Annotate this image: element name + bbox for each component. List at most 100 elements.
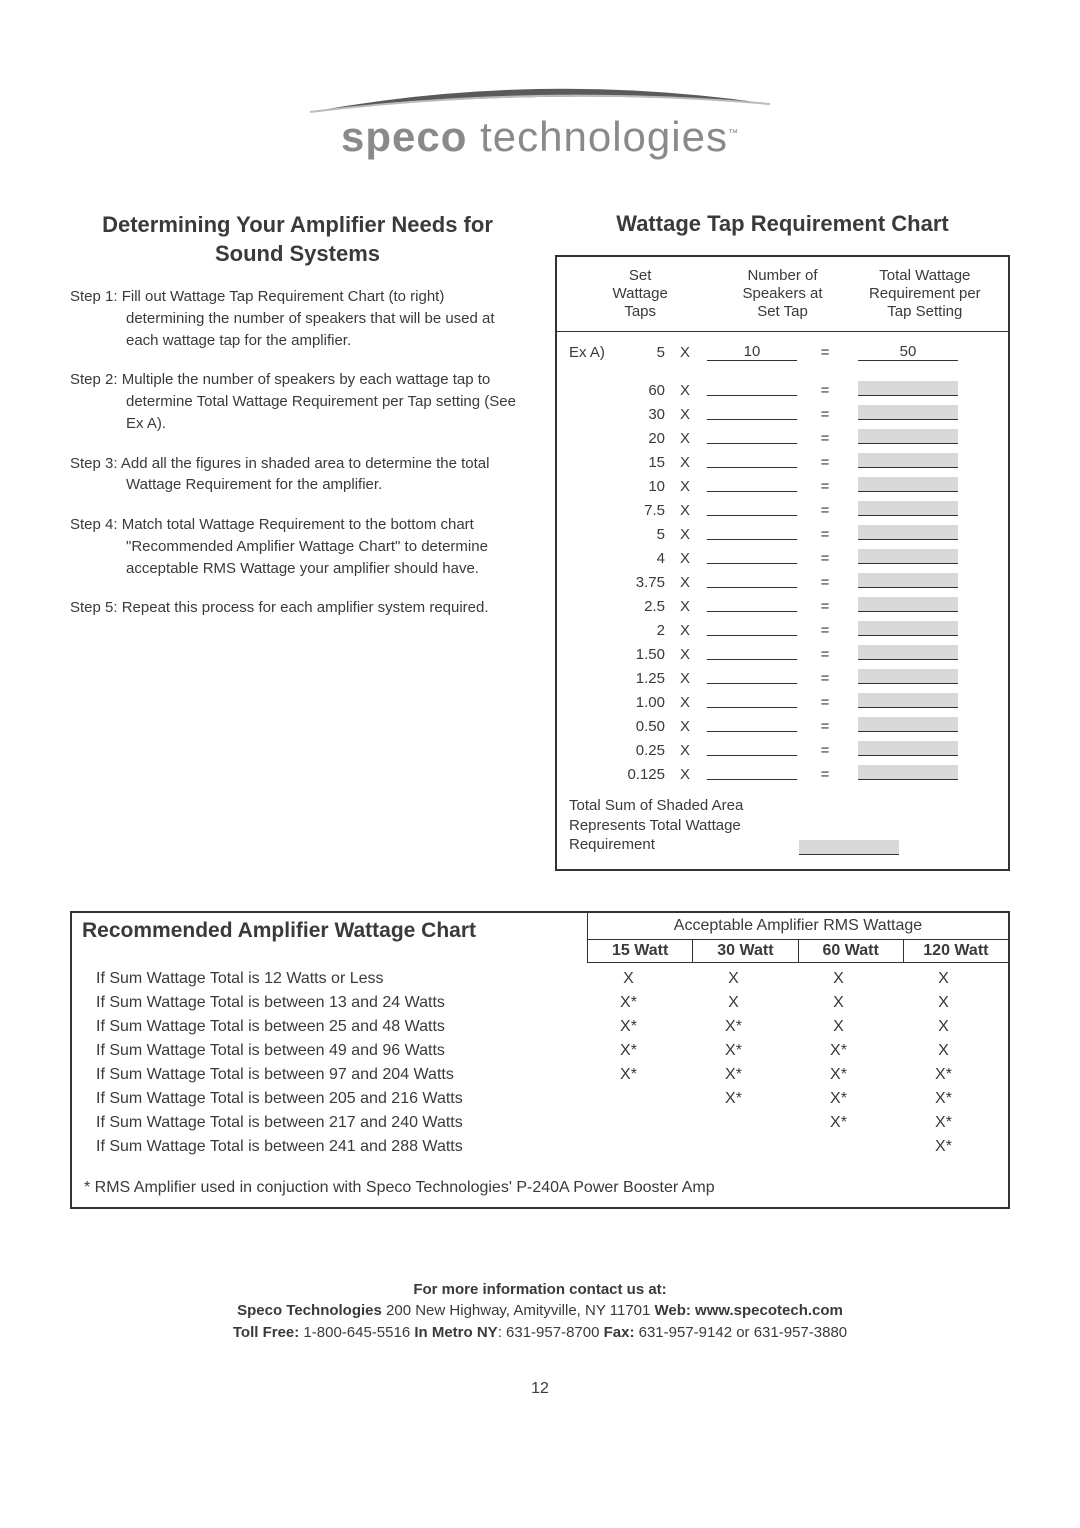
total-field[interactable] <box>858 693 958 708</box>
rec-row: If Sum Wattage Total is between 217 and … <box>84 1111 996 1135</box>
speakers-field[interactable] <box>707 645 797 660</box>
step-2: Step 2: Multiple the number of speakers … <box>70 369 525 434</box>
speakers-field[interactable] <box>707 621 797 636</box>
rec-row: If Sum Wattage Total is between 13 and 2… <box>84 991 996 1015</box>
rec-chart-title: Recommended Amplifier Wattage Chart <box>82 919 577 943</box>
tollfree-label: Toll Free: <box>233 1324 304 1341</box>
speakers-field[interactable] <box>707 429 797 444</box>
rec-row: If Sum Wattage Total is between 241 and … <box>84 1135 996 1159</box>
logo-text: speco technologies™ <box>70 113 1010 161</box>
total-field[interactable] <box>858 597 958 612</box>
fax-label: Fax: <box>604 1324 639 1341</box>
instructions-title: Determining Your Amplifier Needs for Sou… <box>70 211 525 268</box>
total-field[interactable] <box>858 405 958 420</box>
tap-row: 10X= <box>569 474 996 498</box>
footer-label: Total Sum of Shaded Area Represents Tota… <box>569 796 789 855</box>
total-field[interactable] <box>858 429 958 444</box>
speakers-field[interactable] <box>707 381 797 396</box>
tap-row: 20X= <box>569 426 996 450</box>
rec-row: If Sum Wattage Total is between 25 and 4… <box>84 1015 996 1039</box>
tap-row: 5X= <box>569 522 996 546</box>
brand-bold: speco <box>341 113 467 160</box>
speakers-field[interactable] <box>707 669 797 684</box>
speakers-field[interactable] <box>707 501 797 516</box>
rms-title: Acceptable Amplifier RMS Wattage <box>588 913 1008 939</box>
rec-row: If Sum Wattage Total is between 205 and … <box>84 1087 996 1111</box>
address: 200 New Highway, Amityville, NY 11701 <box>386 1302 654 1319</box>
contact-line1: Speco Technologies 200 New Highway, Amit… <box>70 1300 1010 1322</box>
tap-row: 15X= <box>569 450 996 474</box>
total-sum-field[interactable] <box>799 840 899 855</box>
total-field[interactable] <box>858 669 958 684</box>
recommended-chart: Recommended Amplifier Wattage Chart Acce… <box>70 911 1010 1209</box>
total-field[interactable] <box>858 525 958 540</box>
tap-row: 1.00X= <box>569 690 996 714</box>
trademark: ™ <box>728 128 739 139</box>
step-4: Step 4: Match total Wattage Requirement … <box>70 514 525 579</box>
total-field[interactable] <box>858 621 958 636</box>
speakers-field[interactable] <box>707 405 797 420</box>
step-5: Step 5: Repeat this process for each amp… <box>70 597 525 619</box>
logo: speco technologies™ <box>70 80 1010 161</box>
web: Web: www.specotech.com <box>655 1302 843 1319</box>
rec-row: If Sum Wattage Total is between 97 and 2… <box>84 1063 996 1087</box>
tap-chart-title: Wattage Tap Requirement Chart <box>555 211 1010 237</box>
total-field[interactable] <box>858 453 958 468</box>
total-field[interactable] <box>858 741 958 756</box>
speakers-field[interactable] <box>707 717 797 732</box>
speakers-field[interactable] <box>707 573 797 588</box>
rms-col-header: 60 Watt <box>799 940 904 962</box>
header-num-speakers: Number of Speakers at Set Tap <box>711 267 853 321</box>
step-1: Step 1: Fill out Wattage Tap Requirement… <box>70 286 525 351</box>
total-field[interactable] <box>858 381 958 396</box>
total-field[interactable] <box>858 645 958 660</box>
tap-row: 0.50X= <box>569 714 996 738</box>
metro-num: : 631-957-8700 <box>498 1324 604 1341</box>
metro-label: In Metro NY <box>414 1324 497 1341</box>
contact-info: For more information contact us at: Spec… <box>70 1279 1010 1344</box>
rec-row: If Sum Wattage Total is between 49 and 9… <box>84 1039 996 1063</box>
brand-light: technologies <box>467 113 728 160</box>
tap-row: 4X= <box>569 546 996 570</box>
speakers-field[interactable] <box>707 525 797 540</box>
company-name: Speco Technologies <box>237 1302 386 1319</box>
tap-row: 1.25X= <box>569 666 996 690</box>
tap-row: 2.5X= <box>569 594 996 618</box>
tap-row: 0.25X= <box>569 738 996 762</box>
tap-chart-column: Wattage Tap Requirement Chart Set Wattag… <box>555 211 1010 871</box>
speakers-field[interactable] <box>707 549 797 564</box>
tap-chart-header: Set Wattage Taps Number of Speakers at S… <box>557 267 1008 332</box>
speakers-field[interactable] <box>707 765 797 780</box>
header-set-wattage: Set Wattage Taps <box>569 267 711 321</box>
total-field[interactable] <box>858 477 958 492</box>
rms-col-header: 120 Watt <box>904 940 1008 962</box>
total-field[interactable] <box>858 549 958 564</box>
contact-line2: Toll Free: 1-800-645-5516 In Metro NY: 6… <box>70 1322 1010 1344</box>
tap-row: 3.75X= <box>569 570 996 594</box>
fax-num: 631-957-9142 or 631-957-3880 <box>639 1324 848 1341</box>
contact-lead: For more information contact us at: <box>70 1279 1010 1301</box>
tap-row: 30X= <box>569 402 996 426</box>
tap-row: 60X= <box>569 378 996 402</box>
page-number: 12 <box>70 1380 1010 1398</box>
total-field[interactable] <box>858 573 958 588</box>
speakers-field[interactable] <box>707 741 797 756</box>
instructions-column: Determining Your Amplifier Needs for Sou… <box>70 211 525 871</box>
speakers-field[interactable] <box>707 453 797 468</box>
speakers-field[interactable] <box>707 693 797 708</box>
total-field[interactable] <box>858 717 958 732</box>
rec-row: If Sum Wattage Total is 12 Watts or Less… <box>84 967 996 991</box>
total-field[interactable] <box>858 501 958 516</box>
header-total-wattage: Total Wattage Requirement per Tap Settin… <box>854 267 996 321</box>
tap-chart-footer: Total Sum of Shaded Area Represents Tota… <box>557 786 1008 855</box>
tap-row: 0.125X= <box>569 762 996 786</box>
total-field[interactable] <box>858 765 958 780</box>
rms-col-header: 30 Watt <box>693 940 798 962</box>
rms-wattage-block: Acceptable Amplifier RMS Wattage 15 Watt… <box>587 913 1008 963</box>
tap-row: 7.5X= <box>569 498 996 522</box>
speakers-field[interactable] <box>707 477 797 492</box>
speakers-field[interactable] <box>707 597 797 612</box>
tap-row: 1.50X= <box>569 642 996 666</box>
rms-col-header: 15 Watt <box>588 940 693 962</box>
step-3: Step 3: Add all the figures in shaded ar… <box>70 453 525 497</box>
